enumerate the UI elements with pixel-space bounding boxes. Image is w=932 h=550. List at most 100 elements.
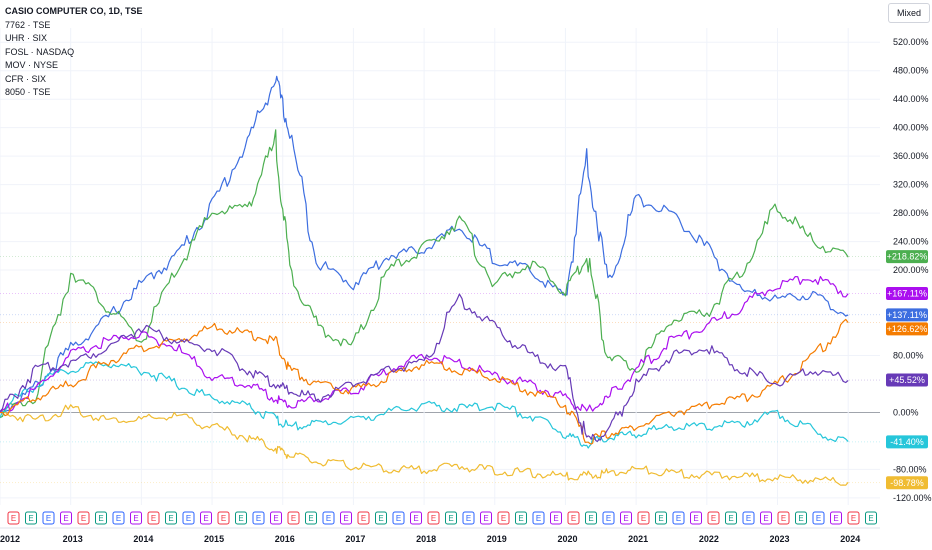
y-tick-label: 280.00% — [893, 208, 929, 218]
y-tick-label: 200.00% — [893, 265, 929, 275]
legend-item-mov[interactable]: MOV · NYSE — [5, 60, 59, 70]
badge-label: -41.40% — [890, 437, 924, 447]
earnings-marker[interactable] — [322, 511, 335, 525]
earnings-marker-label: E — [98, 514, 103, 523]
x-tick-label: 2017 — [345, 534, 365, 544]
earnings-marker-label: E — [501, 514, 506, 523]
earnings-marker[interactable] — [287, 511, 300, 525]
earnings-marker[interactable] — [690, 511, 702, 525]
scale-mode-button[interactable]: Mixed — [888, 3, 930, 23]
earnings-marker[interactable] — [410, 511, 422, 525]
badge-label: -98.78% — [890, 478, 924, 488]
earnings-marker-label: E — [553, 514, 558, 523]
earnings-marker[interactable] — [147, 511, 160, 525]
earnings-marker[interactable] — [375, 511, 387, 525]
earnings-marker[interactable] — [550, 511, 562, 525]
earnings-marker[interactable] — [707, 511, 720, 525]
earnings-marker[interactable] — [777, 511, 790, 525]
earnings-marker[interactable] — [602, 511, 615, 525]
earnings-marker[interactable] — [217, 511, 230, 525]
y-tick-label: 320.00% — [893, 180, 929, 190]
chart-title: CASIO COMPUTER CO, 1D, TSE — [5, 6, 143, 16]
y-tick-label: 440.00% — [893, 94, 929, 104]
series-line-t8050 — [0, 318, 849, 445]
legend-item-cfr[interactable]: CFR · SIX — [5, 73, 47, 84]
earnings-marker-label: E — [448, 514, 453, 523]
earnings-marker-label: E — [186, 514, 191, 523]
earnings-marker[interactable] — [77, 511, 90, 525]
legend-item-uhr[interactable]: UHR · SIX — [5, 33, 48, 43]
earnings-marker[interactable] — [270, 511, 282, 525]
earnings-marker[interactable] — [357, 511, 370, 525]
series-line-uhr — [0, 129, 849, 419]
series-line-casio — [0, 75, 849, 413]
earnings-marker[interactable] — [812, 511, 825, 525]
earnings-marker[interactable] — [112, 511, 125, 525]
legend-item-fosl[interactable]: FOSL · NASDAQ — [5, 46, 75, 57]
legend-item-8050[interactable]: 8050 · TSE — [5, 87, 51, 97]
earnings-marker[interactable] — [865, 511, 877, 525]
y-tick-label: -120.00% — [893, 493, 932, 503]
earnings-marker-label: E — [518, 514, 523, 523]
badge-cfr — [886, 286, 928, 300]
earnings-marker[interactable] — [480, 511, 492, 525]
earnings-marker[interactable] — [847, 511, 860, 525]
series-line-mov — [0, 361, 849, 449]
earnings-marker[interactable] — [655, 511, 667, 525]
x-tick-label: 2012 — [0, 534, 20, 544]
earnings-marker-label: E — [588, 514, 593, 523]
y-tick-label: 400.00% — [893, 123, 929, 133]
earnings-marker-label: E — [81, 514, 86, 523]
earnings-marker[interactable] — [305, 511, 317, 525]
earnings-marker[interactable] — [42, 511, 55, 525]
y-tick-label: 0.00% — [893, 407, 919, 417]
earnings-marker-label: E — [151, 514, 156, 523]
y-tick-label: -80.00% — [893, 464, 927, 474]
earnings-marker[interactable] — [60, 511, 72, 525]
earnings-marker[interactable] — [637, 511, 650, 525]
earnings-marker[interactable] — [25, 511, 37, 525]
x-tick-label: 2015 — [204, 534, 224, 544]
earnings-marker-label: E — [256, 514, 261, 523]
earnings-marker-label: E — [571, 514, 576, 523]
earnings-marker[interactable] — [340, 511, 352, 525]
earnings-marker-label: E — [658, 514, 663, 523]
earnings-marker[interactable] — [95, 511, 107, 525]
earnings-marker[interactable] — [795, 511, 807, 525]
earnings-marker[interactable] — [130, 511, 142, 525]
earnings-marker[interactable] — [200, 511, 212, 525]
earnings-marker-label: E — [326, 514, 331, 523]
earnings-marker[interactable] — [725, 511, 737, 525]
badge-mov_dark — [886, 373, 928, 387]
earnings-marker[interactable] — [742, 511, 755, 525]
earnings-marker-label: E — [221, 514, 226, 523]
series-line-fosl — [0, 404, 849, 486]
earnings-marker[interactable] — [445, 511, 457, 525]
earnings-marker-label: E — [46, 514, 51, 523]
earnings-marker[interactable] — [672, 511, 685, 525]
earnings-marker[interactable] — [760, 511, 772, 525]
earnings-marker[interactable] — [235, 511, 247, 525]
earnings-marker[interactable] — [532, 511, 545, 525]
legend: CASIO COMPUTER CO, 1D, TSE 7762 · TSE UH… — [5, 5, 143, 100]
badge-label: +45.52% — [889, 375, 925, 385]
badge-t8050 — [886, 322, 928, 336]
earnings-marker[interactable] — [515, 511, 527, 525]
earnings-marker[interactable] — [252, 511, 265, 525]
earnings-marker[interactable] — [497, 511, 510, 525]
earnings-marker[interactable] — [462, 511, 475, 525]
earnings-marker[interactable] — [567, 511, 580, 525]
earnings-marker[interactable] — [182, 511, 195, 525]
earnings-marker-label: E — [378, 514, 383, 523]
earnings-marker[interactable] — [392, 511, 405, 525]
earnings-marker[interactable] — [427, 511, 440, 525]
grid-lines — [0, 28, 880, 505]
earnings-marker[interactable] — [585, 511, 597, 525]
earnings-marker[interactable] — [165, 511, 177, 525]
earnings-marker[interactable] — [620, 511, 632, 525]
earnings-marker[interactable] — [830, 511, 842, 525]
earnings-marker-label: E — [431, 514, 436, 523]
legend-item-casio[interactable]: 7762 · TSE — [5, 19, 51, 30]
earnings-marker[interactable] — [7, 511, 20, 525]
